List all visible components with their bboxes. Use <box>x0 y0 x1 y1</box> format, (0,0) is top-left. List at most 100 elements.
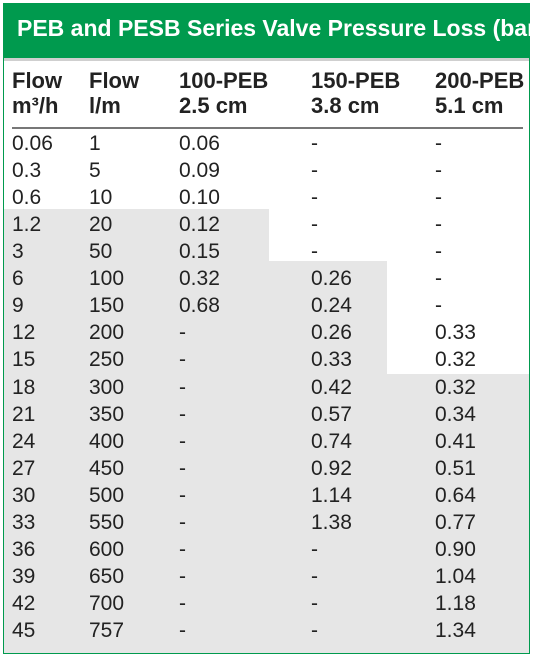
table-cell: - <box>179 564 186 588</box>
table-cell: 0.90 <box>435 537 476 561</box>
table-cell: 1.2 <box>12 213 42 237</box>
table-cell: 20 <box>89 213 113 237</box>
table-cell: 650 <box>89 564 125 588</box>
table-cell: 24 <box>12 429 36 453</box>
table-cell: 0.33 <box>435 321 476 345</box>
table-cell: 200 <box>89 321 125 345</box>
table-cell: - <box>179 375 186 399</box>
table-cell: - <box>311 537 318 561</box>
table-cell: - <box>179 456 186 480</box>
table-cell: 45 <box>12 618 36 642</box>
table-cell: 757 <box>89 618 125 642</box>
table-cell: 550 <box>89 510 125 534</box>
table-cell: 1.34 <box>435 618 476 642</box>
table-cell: 0.42 <box>311 375 352 399</box>
column-header-flow-lm: Flow l/m <box>89 68 140 118</box>
table-title: PEB and PESB Series Valve Pressure Loss … <box>17 15 533 41</box>
table-cell: 0.6 <box>12 186 42 210</box>
table-cell: 0.15 <box>179 240 220 264</box>
table-cell: - <box>311 186 318 210</box>
table-cell: 12 <box>12 321 36 345</box>
table-cell: - <box>311 132 318 155</box>
shade-region <box>4 209 269 653</box>
column-header-flow-m3h: Flow m³/h <box>12 68 63 118</box>
title-bar: PEB and PESB Series Valve Pressure Loss … <box>4 4 533 61</box>
table-cell: - <box>179 429 186 453</box>
table-cell: 0.26 <box>311 321 352 345</box>
table-cell: 27 <box>12 456 36 480</box>
table-cell: - <box>179 537 186 561</box>
table-cell: 0.41 <box>435 429 476 453</box>
table-cell: 0.32 <box>435 348 476 372</box>
table-cell: 0.24 <box>311 294 352 318</box>
table-cell: - <box>179 483 186 507</box>
table-cell: 700 <box>89 591 125 615</box>
table-cell: 15 <box>12 348 36 372</box>
table-cell: 39 <box>12 564 36 588</box>
table-cell: 1.14 <box>311 483 352 507</box>
table-cell: 36 <box>12 537 36 561</box>
table-cell: 1.04 <box>435 564 476 588</box>
table-cell: 0.10 <box>179 186 220 210</box>
table-cell: - <box>179 591 186 615</box>
column-header-200-peb: 200-PEB 5.1 cm <box>435 68 525 118</box>
table-cell: - <box>179 402 186 426</box>
table-cell: 0.51 <box>435 456 476 480</box>
column-header-150-peb: 150-PEB 3.8 cm <box>311 68 401 118</box>
table-cell: 6 <box>12 267 24 291</box>
table-cell: 0.32 <box>179 267 220 291</box>
table-cell: 300 <box>89 375 125 399</box>
table-cell: 100 <box>89 267 125 291</box>
table-cell: 10 <box>89 186 113 210</box>
shade-region <box>269 261 387 653</box>
table-cell: 500 <box>89 483 125 507</box>
table-cell: - <box>311 618 318 642</box>
table-cell: 400 <box>89 429 125 453</box>
table-cell: 0.09 <box>179 159 220 183</box>
table-cell: - <box>311 240 318 264</box>
table-cell: 1.18 <box>435 591 476 615</box>
table-cell: 150 <box>89 294 125 318</box>
table-cell: - <box>311 213 318 237</box>
table-cell: 0.74 <box>311 429 352 453</box>
table-cell: - <box>435 294 442 318</box>
table-cell: 0.57 <box>311 402 352 426</box>
table-cell: 450 <box>89 456 125 480</box>
table-cell: 0.33 <box>311 348 352 372</box>
table-cell: - <box>435 213 442 237</box>
table-cell: 3 <box>12 240 24 264</box>
table-cell: 21 <box>12 402 36 426</box>
table-cell: - <box>311 159 318 183</box>
table-cell: - <box>435 240 442 264</box>
table-cell: - <box>179 618 186 642</box>
table-cell: 600 <box>89 537 125 561</box>
table-cell: - <box>435 132 442 155</box>
table-cell: 350 <box>89 402 125 426</box>
table-cell: - <box>435 186 442 210</box>
table-cell: 5 <box>89 159 101 183</box>
table-cell: 42 <box>12 591 36 615</box>
table-cell: 1 <box>89 132 101 155</box>
table-cell: 0.92 <box>311 456 352 480</box>
table-cell: 9 <box>12 294 24 318</box>
table-cell: 33 <box>12 510 36 534</box>
table-cell: 0.06 <box>179 132 220 155</box>
table-cell: - <box>435 159 442 183</box>
table-cell: 0.34 <box>435 402 476 426</box>
table-cell: 0.77 <box>435 510 476 534</box>
table-cell: - <box>179 321 186 345</box>
table-cell: 0.26 <box>311 267 352 291</box>
table-cell: - <box>311 591 318 615</box>
table-cell: - <box>179 510 186 534</box>
table-cell: 50 <box>89 240 113 264</box>
pressure-loss-table: PEB and PESB Series Valve Pressure Loss … <box>3 3 533 654</box>
table-cell: - <box>311 564 318 588</box>
table-cell: 1.38 <box>311 510 352 534</box>
table-cell: 18 <box>12 375 36 399</box>
header-divider <box>12 127 523 129</box>
table-cell: 250 <box>89 348 125 372</box>
table-cell: 0.12 <box>179 213 220 237</box>
shade-region <box>387 374 529 653</box>
table-cell: 0.3 <box>12 159 42 183</box>
table-cell: - <box>179 348 186 372</box>
